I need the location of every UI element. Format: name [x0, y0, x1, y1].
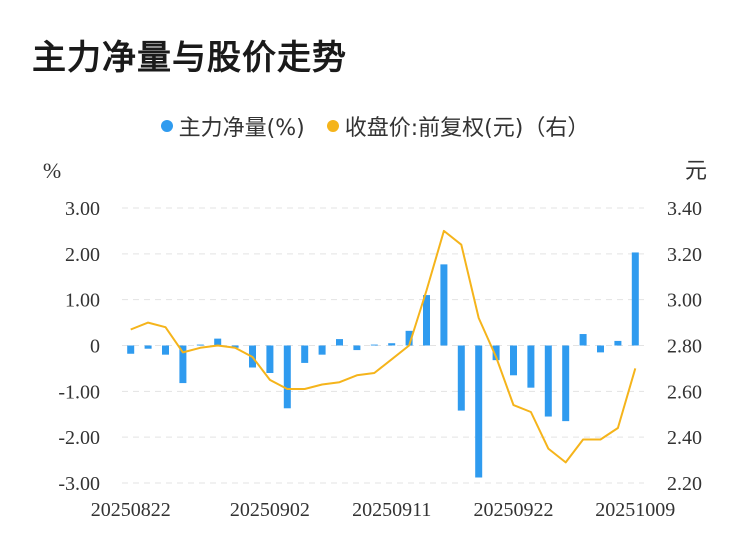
legend-dot-close-price	[326, 120, 339, 132]
bar	[127, 345, 135, 354]
left-axis-unit: %	[43, 158, 61, 183]
left-axis-tick-label: -2.00	[58, 427, 100, 449]
legend-label-net-flow: 主力净量(%)	[178, 116, 305, 141]
line-series	[130, 229, 637, 464]
bar	[266, 345, 274, 373]
bar	[631, 252, 639, 346]
bar	[162, 345, 169, 355]
bar	[423, 295, 430, 346]
right-axis-tick-label: 2.60	[667, 381, 702, 403]
x-axis-tick-label: 20251009	[595, 499, 675, 521]
price-line	[130, 229, 637, 464]
bar	[579, 334, 587, 346]
right-axis-tick-label: 2.20	[667, 473, 702, 495]
legend-label-close-price: 收盘价:前复权(元)（右）	[344, 116, 590, 141]
right-axis-tick-label: 3.20	[667, 244, 702, 266]
bar	[457, 345, 465, 411]
x-axis-tick-label: 20250902	[230, 499, 310, 521]
bar	[144, 345, 152, 349]
bar	[370, 344, 378, 346]
right-axis-tick-label: 3.40	[667, 198, 702, 220]
bar	[336, 339, 343, 346]
bar-series	[127, 252, 639, 478]
bar	[544, 345, 552, 417]
bar	[597, 345, 604, 353]
left-axis-tick-label: 3.00	[65, 198, 100, 220]
bar	[562, 345, 570, 422]
left-axis-tick-label: 1.00	[65, 290, 100, 312]
bar	[283, 345, 291, 409]
right-axis-unit: 元	[685, 158, 707, 183]
bar	[318, 345, 326, 355]
bar	[388, 343, 396, 346]
bar	[527, 345, 535, 388]
x-axis-tick-label: 20250911	[352, 499, 431, 521]
left-axis-tick-label: 0	[90, 336, 100, 358]
right-axis-tick-label: 2.40	[667, 427, 702, 449]
right-axis-tick-label: 3.00	[667, 290, 702, 312]
bar	[231, 345, 239, 348]
chart-title: 主力净量与股价走势	[32, 38, 347, 78]
bar	[214, 338, 222, 346]
legend-item-net-flow[interactable]: 主力净量(%)	[160, 110, 305, 142]
left-axis-tick-label: 2.00	[65, 244, 100, 266]
bar	[492, 345, 500, 361]
bar	[440, 264, 448, 346]
left-axis-tick-label: -3.00	[58, 473, 100, 495]
x-axis-tick-label: 20250822	[91, 499, 171, 521]
x-axis-tick-label: 20250922	[474, 499, 554, 521]
bar	[353, 345, 361, 351]
bar	[179, 345, 187, 384]
axes: % 元 3.00 3.40 2.00 3.20 1.00 3.00 0 2.80 -1.00 2.…	[43, 158, 707, 521]
legend-item-close-price[interactable]: 收盘价:前复权(元)（右）	[326, 110, 590, 142]
bar	[475, 345, 483, 478]
bar	[405, 330, 413, 346]
bar	[510, 345, 517, 376]
right-axis-tick-label: 2.80	[667, 336, 702, 358]
left-axis-tick-label: -1.00	[58, 381, 100, 403]
legend: 主力净量(%) 收盘价:前复权(元)（右）	[0, 110, 750, 142]
bar	[614, 340, 622, 346]
legend-dot-net-flow	[160, 120, 173, 132]
bar	[301, 345, 309, 363]
grid-lines	[122, 207, 644, 484]
bar	[196, 344, 204, 346]
